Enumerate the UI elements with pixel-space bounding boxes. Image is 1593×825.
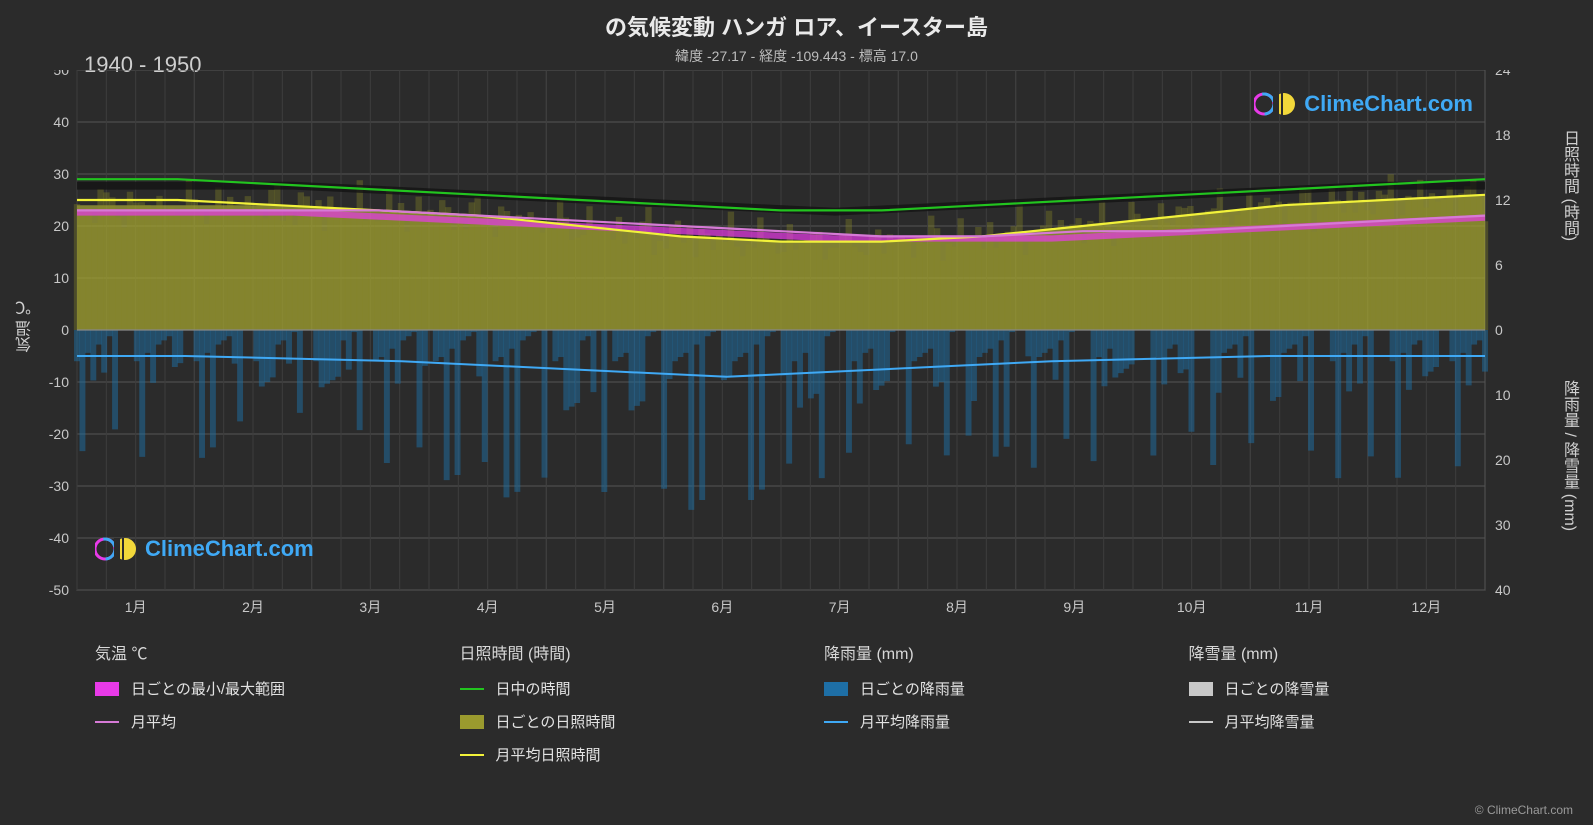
legend-group: 日照時間 (時間) 日中の時間日ごとの日照時間月平均日照時間 [460, 640, 825, 777]
svg-text:11月: 11月 [1295, 599, 1324, 615]
legend-item: 日ごとの最小/最大範囲 [95, 678, 460, 699]
legend-swatch [824, 721, 848, 723]
legend-swatch [95, 682, 119, 696]
svg-text:8月: 8月 [946, 599, 968, 615]
watermark-bottom: ClimeChart.com [95, 535, 314, 563]
svg-text:20: 20 [53, 218, 69, 234]
chart-title: の気候変動 ハンガ ロア、イースター島 [0, 0, 1593, 42]
legend: 気温 ℃ 日ごとの最小/最大範囲月平均 日照時間 (時間) 日中の時間日ごとの日照時間… [95, 640, 1553, 777]
svg-text:-50: -50 [49, 582, 69, 598]
legend-label: 日中の時間 [496, 678, 571, 699]
legend-label: 月平均 [131, 711, 176, 732]
legend-label: 月平均降雪量 [1225, 711, 1315, 732]
svg-text:24: 24 [1495, 70, 1511, 78]
svg-text:9月: 9月 [1063, 599, 1085, 615]
svg-text:4月: 4月 [477, 599, 499, 615]
legend-item: 日ごとの降雪量 [1189, 678, 1554, 699]
svg-text:-30: -30 [49, 478, 69, 494]
svg-text:10: 10 [1495, 387, 1511, 403]
legend-group: 気温 ℃ 日ごとの最小/最大範囲月平均 [95, 640, 460, 777]
legend-swatch [1189, 721, 1213, 723]
svg-text:50: 50 [53, 70, 69, 78]
legend-item: 日ごとの降雨量 [824, 678, 1189, 699]
svg-text:5月: 5月 [594, 599, 616, 615]
legend-group-title: 気温 ℃ [95, 640, 460, 664]
legend-swatch [95, 721, 119, 723]
svg-text:40: 40 [1495, 582, 1511, 598]
svg-text:12: 12 [1495, 192, 1511, 208]
svg-text:7月: 7月 [829, 599, 851, 615]
svg-text:30: 30 [1495, 517, 1511, 533]
svg-text:0: 0 [61, 322, 69, 338]
svg-text:0: 0 [1495, 322, 1503, 338]
legend-group-title: 降雨量 (mm) [824, 640, 1189, 664]
svg-text:-20: -20 [49, 426, 69, 442]
legend-item: 月平均降雪量 [1189, 711, 1554, 732]
svg-text:-10: -10 [49, 374, 69, 390]
svg-text:1月: 1月 [125, 599, 147, 615]
svg-text:40: 40 [53, 114, 69, 130]
legend-label: 日ごとの降雨量 [860, 678, 965, 699]
svg-text:2月: 2月 [242, 599, 264, 615]
legend-group: 降雪量 (mm) 日ごとの降雪量月平均降雪量 [1189, 640, 1554, 777]
legend-item: 日ごとの日照時間 [460, 711, 825, 732]
legend-group-title: 日照時間 (時間) [460, 640, 825, 664]
svg-text:3月: 3月 [359, 599, 381, 615]
credit: © ClimeChart.com [1475, 803, 1573, 817]
legend-swatch [824, 682, 848, 696]
svg-text:-40: -40 [49, 530, 69, 546]
legend-item: 月平均日照時間 [460, 744, 825, 765]
legend-label: 月平均日照時間 [496, 744, 601, 765]
watermark-text: ClimeChart.com [145, 536, 314, 562]
svg-text:12月: 12月 [1412, 599, 1442, 615]
y-left-label: 気温 ℃ [14, 300, 38, 352]
legend-item: 月平均 [95, 711, 460, 732]
watermark-text: ClimeChart.com [1304, 91, 1473, 117]
svg-text:18: 18 [1495, 127, 1511, 143]
svg-text:10: 10 [53, 270, 69, 286]
svg-text:30: 30 [53, 166, 69, 182]
svg-text:6: 6 [1495, 257, 1503, 273]
svg-text:6月: 6月 [711, 599, 733, 615]
legend-group-title: 降雪量 (mm) [1189, 640, 1554, 664]
plot-area: -50 -40 -30 -20 -10 0 10 20 30 40 50 0 6 12 18 24 10 20 30… [37, 70, 1565, 650]
legend-swatch [460, 688, 484, 690]
legend-label: 日ごとの最小/最大範囲 [131, 678, 285, 699]
legend-label: 日ごとの降雪量 [1225, 678, 1330, 699]
watermark-top: ClimeChart.com [1254, 90, 1473, 118]
svg-text:10月: 10月 [1177, 599, 1207, 615]
climate-chart: の気候変動 ハンガ ロア、イースター島 緯度 -27.17 - 経度 -109.… [0, 0, 1593, 825]
legend-label: 月平均降雨量 [860, 711, 950, 732]
legend-item: 月平均降雨量 [824, 711, 1189, 732]
legend-swatch [1189, 682, 1213, 696]
chart-subtitle: 緯度 -27.17 - 経度 -109.443 - 標高 17.0 [0, 42, 1593, 66]
svg-text:20: 20 [1495, 452, 1511, 468]
legend-swatch [460, 715, 484, 729]
legend-label: 日ごとの日照時間 [496, 711, 616, 732]
legend-swatch [460, 754, 484, 756]
legend-group: 降雨量 (mm) 日ごとの降雨量月平均降雨量 [824, 640, 1189, 777]
legend-item: 日中の時間 [460, 678, 825, 699]
